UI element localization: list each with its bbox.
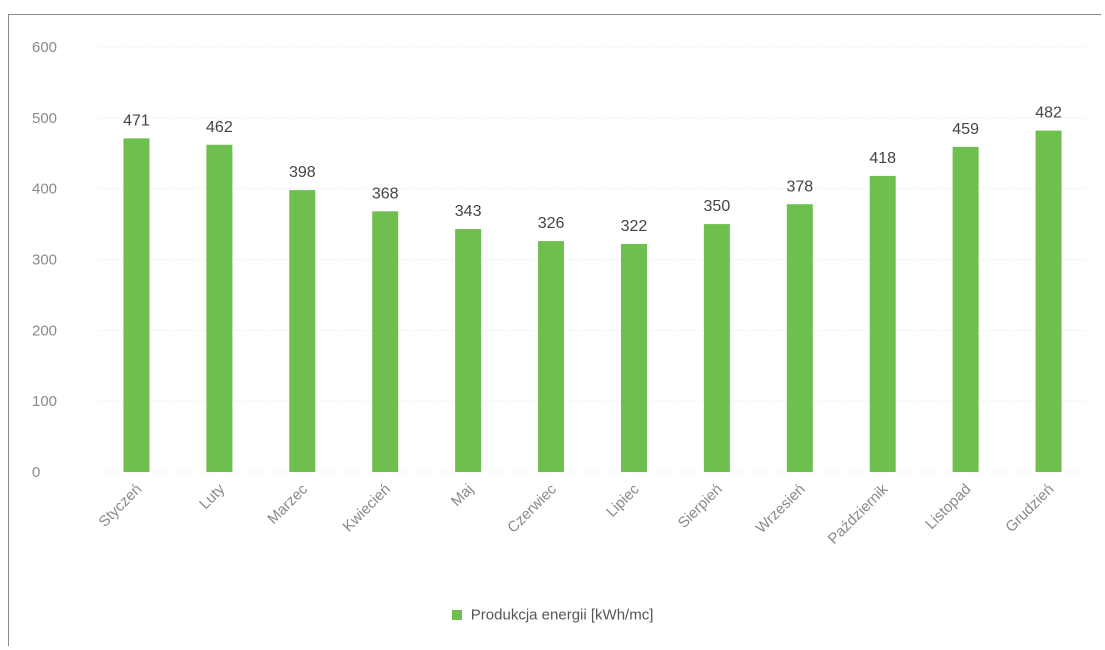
- data-labels: 471 462 398 368 343 326 322 350 378 418 459 482: [123, 105, 1062, 235]
- data-label: 326: [538, 215, 565, 232]
- data-label: 322: [621, 218, 648, 235]
- gridlines: [95, 46, 1090, 473]
- data-label: 459: [952, 121, 979, 138]
- x-category-label: Marzec: [264, 480, 311, 527]
- bar: [952, 146, 979, 472]
- data-label: 343: [455, 203, 482, 220]
- bar: [123, 138, 150, 472]
- x-category-label: Kwiecień: [340, 481, 394, 535]
- legend-label: Produkcja energii [kWh/mc]: [470, 606, 654, 624]
- x-category-label: Listopad: [922, 481, 974, 533]
- bar: [372, 211, 399, 473]
- bar: [1035, 130, 1062, 473]
- data-label: 462: [206, 119, 233, 136]
- bar: [289, 190, 316, 473]
- x-category-label: Czerwiec: [504, 480, 560, 536]
- y-tick-label: 0: [32, 464, 40, 481]
- bar: [703, 224, 730, 472]
- data-label: 378: [786, 178, 813, 195]
- x-category-label: Maj: [448, 481, 477, 510]
- y-tick-label: 300: [32, 252, 57, 269]
- bars: [123, 130, 1062, 473]
- bar: [786, 204, 813, 472]
- y-tick-label: 100: [32, 393, 57, 410]
- y-tick-label: 500: [32, 110, 57, 127]
- x-category-label: Grudzień: [1002, 481, 1057, 536]
- y-tick-label: 200: [32, 322, 57, 339]
- chart-frame: [8, 14, 1101, 646]
- bar: [206, 144, 233, 472]
- bar: [620, 243, 647, 472]
- x-category-label: Styczeń: [96, 481, 146, 531]
- legend-swatch: [451, 610, 462, 621]
- data-label: 350: [704, 198, 731, 215]
- y-axis-tick-labels: 0 100 200 300 400 500 600: [32, 39, 57, 481]
- bar: [538, 241, 565, 472]
- x-category-label: Październik: [825, 480, 892, 547]
- data-label: 482: [1035, 105, 1062, 122]
- x-category-label: Sierpień: [675, 481, 726, 532]
- data-label: 368: [372, 185, 399, 202]
- x-category-label: Wrzesień: [753, 481, 809, 537]
- x-category-label: Luty: [196, 480, 228, 512]
- data-label: 398: [289, 164, 316, 181]
- bar: [455, 229, 482, 472]
- x-axis-category-labels: Styczeń Luty Marzec Kwiecień Maj Czerwiec Lipi…: [96, 480, 1058, 547]
- data-label: 471: [123, 112, 150, 129]
- y-tick-label: 600: [32, 39, 57, 56]
- data-label: 418: [869, 150, 896, 167]
- legend: Produkcja energii [kWh/mc]: [0, 606, 1105, 624]
- y-tick-label: 400: [32, 181, 57, 198]
- bar: [869, 175, 896, 472]
- x-category-label: Lipiec: [603, 480, 643, 520]
